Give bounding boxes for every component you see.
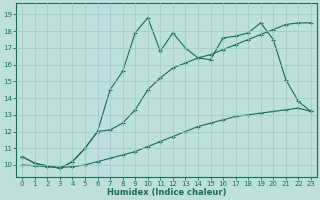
- X-axis label: Humidex (Indice chaleur): Humidex (Indice chaleur): [107, 188, 226, 197]
